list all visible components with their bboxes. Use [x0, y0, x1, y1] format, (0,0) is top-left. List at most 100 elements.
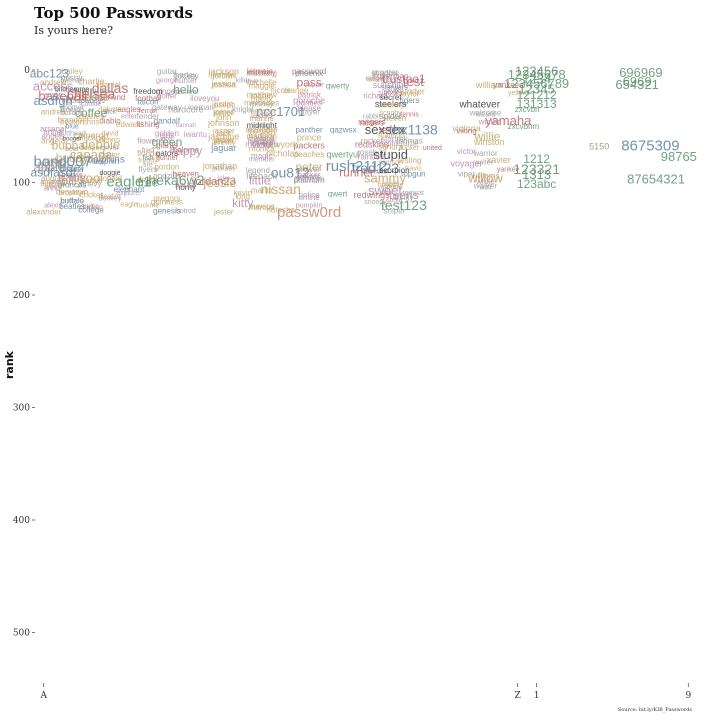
x-tick-label: 9	[685, 691, 691, 701]
password-label: winston	[473, 137, 505, 147]
password-label: warrior	[472, 149, 498, 158]
password-label: maggie	[249, 82, 276, 91]
password-label: buddy	[56, 151, 89, 165]
password-label: horny	[176, 183, 196, 192]
password-label: mustang	[246, 69, 277, 78]
password-label: albert	[44, 183, 62, 190]
password-label: phoenix	[295, 69, 323, 78]
password-label: matrix	[251, 95, 273, 104]
password-label: police	[299, 191, 320, 200]
password-label: victoria	[452, 124, 481, 134]
password-label: george	[156, 78, 178, 85]
password-label: iloveyou	[190, 94, 219, 103]
password-label: pass	[296, 76, 321, 90]
password-label: pepper	[305, 83, 324, 89]
password-label: shit	[380, 190, 391, 197]
password-label: lifehack	[246, 171, 277, 181]
password-label: jasmine	[207, 132, 239, 142]
password-label: dick	[104, 109, 117, 116]
password-label: shannon	[377, 133, 404, 140]
password-label: fishing	[136, 120, 159, 129]
password-label: jake	[216, 175, 230, 182]
password-label: 123456	[515, 64, 558, 79]
password-label: fire	[143, 162, 153, 169]
password-label: 123321	[513, 161, 560, 177]
password-label: williams	[470, 172, 499, 181]
password-label: sex	[379, 125, 391, 134]
password-label: rosebud	[357, 148, 386, 157]
password-label: joshua	[211, 80, 236, 89]
password-label: junior	[213, 109, 234, 118]
password-label: beaver	[60, 165, 85, 174]
password-label: richard	[363, 92, 387, 101]
password-label: sexy	[383, 89, 398, 96]
password-label: gandalf	[154, 116, 181, 125]
password-label: america	[41, 181, 66, 188]
password-label: thomas	[396, 137, 422, 146]
password-label: player	[298, 107, 320, 116]
password-label: heka6w2	[148, 172, 204, 188]
password-label: melissa	[248, 106, 276, 115]
password-label: murphy	[248, 131, 275, 140]
password-label: steelers	[375, 99, 407, 109]
password-label: snoopy	[364, 199, 387, 206]
password-label: member	[249, 156, 275, 163]
password-label: football	[135, 94, 161, 103]
password-label: ginger	[156, 87, 179, 96]
password-label: lucky	[253, 141, 271, 150]
password-label: 12345678	[508, 67, 566, 82]
password-label: soccer	[380, 78, 401, 85]
password-label: knight	[232, 105, 254, 114]
password-label: eagle	[120, 201, 137, 208]
password-label: dolphins	[88, 154, 125, 165]
password-label: bear	[65, 146, 80, 153]
password-label: jordan	[212, 71, 235, 80]
password-label: chevy	[81, 179, 102, 188]
password-label: travis	[405, 165, 422, 172]
password-label: robert	[366, 76, 384, 83]
password-label: willow	[467, 171, 503, 186]
password-label: bubba	[52, 139, 86, 153]
password-label: willie	[473, 130, 500, 144]
password-label: gunner	[156, 155, 178, 162]
password-label: harley	[175, 70, 197, 79]
password-label: bailey	[62, 67, 83, 76]
password-label: bigdog	[62, 98, 83, 105]
password-label: giants	[156, 141, 177, 150]
password-label: happy	[170, 144, 203, 158]
password-label: andrew	[40, 78, 66, 87]
password-label: xavier	[487, 155, 511, 165]
password-label: qazwsx	[330, 125, 357, 134]
password-label: austin	[44, 92, 63, 99]
password-label: charles	[78, 112, 104, 121]
password-label: marcus	[249, 203, 275, 212]
password-label: topgun	[401, 169, 425, 178]
password-label: taylor	[400, 89, 420, 98]
password-label: daniel	[99, 80, 121, 89]
password-label: jester	[213, 208, 234, 217]
password-label: joseph	[211, 101, 236, 110]
password-label: jonathan	[202, 161, 238, 171]
password-label: guinness	[151, 197, 183, 206]
password-label: gordon	[154, 163, 179, 172]
password-label: flyers	[138, 165, 157, 174]
password-label: golden	[155, 129, 179, 138]
password-label: benjamin	[56, 187, 88, 196]
password-label: monkey	[248, 68, 276, 77]
x-tick-label: 1	[534, 691, 540, 701]
password-label: maddog	[249, 136, 274, 143]
chart-title: Top 500 Passwords	[34, 4, 193, 22]
password-label: blue	[66, 124, 79, 131]
password-label: shadow	[371, 69, 399, 78]
password-label: ranger	[365, 75, 386, 82]
password-label: fish	[143, 155, 154, 162]
password-label: raiders	[359, 119, 383, 128]
password-label: cool	[79, 171, 103, 186]
password-label: edward	[116, 120, 142, 129]
password-label: yamaha	[485, 113, 532, 128]
password-label: 8675309	[621, 138, 679, 155]
password-label: sammy	[364, 171, 406, 186]
password-label: booger	[63, 137, 82, 143]
password-label: panties	[296, 98, 322, 107]
password-label: andrea	[41, 107, 66, 116]
